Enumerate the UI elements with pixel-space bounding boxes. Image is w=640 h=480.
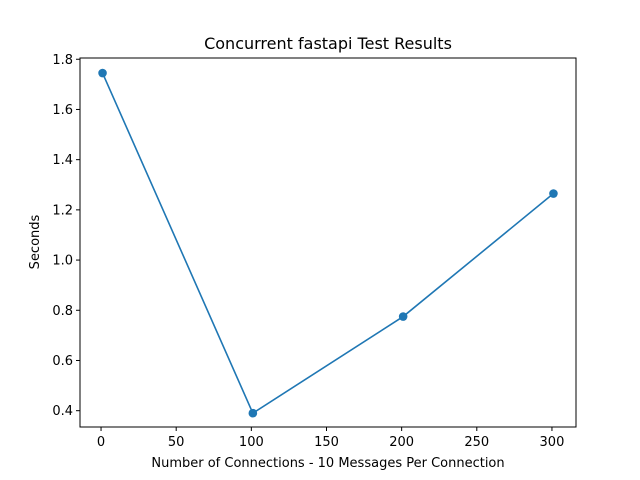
data-point — [549, 189, 558, 198]
data-point — [398, 312, 408, 321]
series-line — [101, 72, 554, 415]
x-tick-label: 250 — [464, 435, 489, 450]
y-tick-label: 1.4 — [52, 153, 73, 168]
y-tick-label: 1.0 — [52, 254, 73, 269]
y-axis-label: Seconds — [28, 214, 43, 269]
x-tick-label: 0 — [97, 435, 105, 450]
y-tick-label: 1.8 — [52, 53, 73, 68]
y-tick-label: 1.2 — [52, 203, 73, 218]
y-tick-label: 0.8 — [52, 304, 73, 319]
x-tick-label: 300 — [540, 435, 565, 450]
y-tick-label: 0.4 — [52, 404, 73, 419]
y-tick-label: 1.6 — [52, 103, 73, 118]
plot-frame — [79, 57, 577, 428]
y-tick-label: 0.6 — [52, 354, 73, 369]
data-point — [248, 408, 258, 418]
x-tick-label: 50 — [168, 435, 185, 450]
x-axis-label: Number of Connections - 10 Messages Per … — [151, 456, 504, 471]
x-tick-label: 200 — [389, 435, 414, 450]
data-point — [98, 68, 107, 78]
x-tick-label: 150 — [314, 435, 339, 450]
plot-area: 0 50 100 150 200 250 300 0.4 0.6 0.8 1.0 1.2 1.4 1.6 1… — [52, 53, 564, 450]
chart-title: Concurrent fastapi Test Results — [204, 34, 452, 53]
x-tick-label: 100 — [239, 435, 264, 450]
